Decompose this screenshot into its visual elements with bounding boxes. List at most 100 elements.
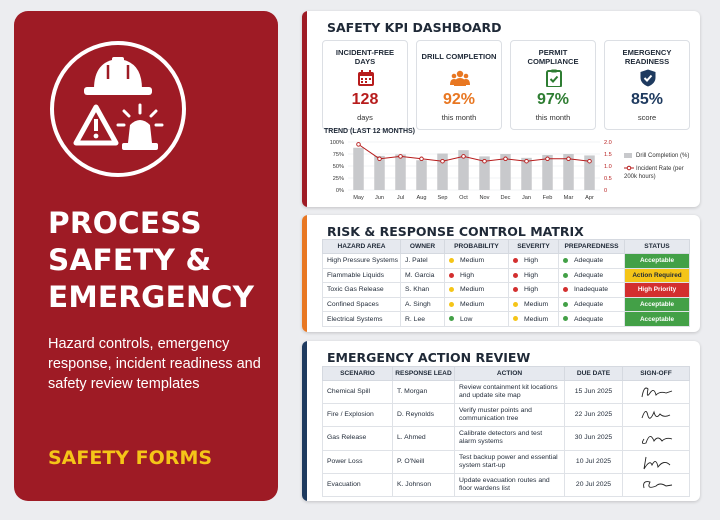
prob-cell: High xyxy=(444,267,509,284)
risk-matrix-table: HAZARD AREA OWNER PROBABILITY SEVERITY P… xyxy=(322,239,690,327)
cell-text: Medium xyxy=(524,301,549,309)
cell-text: Adequate xyxy=(574,271,604,279)
cell-text: Electrical Systems xyxy=(327,315,383,323)
kpi-dashboard-title: SAFETY KPI DASHBOARD xyxy=(327,20,502,35)
cell-text: R. Lee xyxy=(405,315,426,323)
y-tick-label-right: 0 xyxy=(604,188,607,194)
table-row: Power Loss P. O'Neill Test backup power an… xyxy=(322,449,690,474)
main-title: PROCESS SAFETY & EMERGENCY xyxy=(48,205,276,316)
due-date-cell: 15 Jun 2025 xyxy=(564,379,623,405)
signature xyxy=(641,410,671,419)
legend-bars-label: Drill Completion (%) xyxy=(636,153,690,159)
cell-text: Adequate xyxy=(574,315,604,323)
scenario-cell: Evacuation xyxy=(322,472,393,497)
legend-bar-swatch xyxy=(624,152,632,158)
owner-cell: S. Khan xyxy=(400,282,445,298)
signature-cell[interactable] xyxy=(622,472,690,497)
hazard-area-cell: Electrical Systems xyxy=(322,311,401,327)
bar xyxy=(353,147,364,190)
sev-cell: High xyxy=(508,253,559,269)
hazard-area-cell: Confined Spaces xyxy=(322,296,401,313)
cell-text: High xyxy=(524,271,538,279)
line-point xyxy=(524,158,529,164)
incident-rate-line xyxy=(358,143,590,162)
prob-cell: Medium xyxy=(444,296,509,313)
bar xyxy=(521,157,532,190)
bar xyxy=(479,156,490,190)
sev-cell: High xyxy=(508,267,559,284)
signature-cell[interactable] xyxy=(622,403,690,428)
cell-text: High Priority xyxy=(637,286,677,294)
sev-cell: High xyxy=(508,282,559,298)
line-point xyxy=(503,156,508,162)
legend-bars: Drill Completion (%) xyxy=(624,152,689,160)
prep-cell: Adequate xyxy=(558,311,625,327)
column-header: OWNER xyxy=(400,239,445,254)
table-row: Evacuation K. Johnson Update evacuation ro… xyxy=(322,472,690,497)
table-row: Fire / Explosion D. Reynolds Verify muster… xyxy=(322,403,690,428)
kpi-tile-permit-compliance: PERMIT COMPLIANCE 97% this month xyxy=(510,40,596,130)
signature-cell[interactable] xyxy=(622,449,690,474)
sev-cell: Medium xyxy=(508,311,559,327)
level-dot xyxy=(449,287,454,293)
trend-label: TREND (LAST 12 MONTHS) xyxy=(324,128,415,135)
line-point xyxy=(398,154,403,159)
cell-text: High xyxy=(524,286,538,294)
table-row: Electrical Systems R. Lee Low Medium Adequat… xyxy=(322,311,690,327)
warning-triangle-icon xyxy=(73,104,119,146)
scenario-cell: Power Loss xyxy=(322,449,393,474)
bar xyxy=(416,160,427,190)
cell-text: A. Singh xyxy=(405,301,431,309)
hard-hat-icon xyxy=(84,57,152,95)
x-tick-label: Sep xyxy=(438,195,448,201)
bar xyxy=(563,154,574,190)
action-cell: Calibrate detectors and test alarm syste… xyxy=(454,426,565,451)
x-tick-label: Aug xyxy=(417,195,427,201)
table-row: Confined Spaces A. Singh Medium Medium Adequ… xyxy=(322,296,690,313)
response-lead-cell: T. Morgan xyxy=(392,379,455,405)
line-point xyxy=(419,156,424,162)
bar xyxy=(584,155,595,190)
response-lead-cell: P. O'Neill xyxy=(392,449,455,474)
kpi-unit: this month xyxy=(535,113,571,122)
kpi-value: 128 xyxy=(351,91,379,108)
cell-text: Medium xyxy=(460,257,485,265)
clipboard-check-icon xyxy=(546,69,562,87)
cell-text: Acceptable xyxy=(639,257,675,265)
column-header: RESPONSE LEAD xyxy=(392,366,455,381)
kpi-tile-incident-free-days: INCIDENT-FREE DAYS 128 days xyxy=(322,40,408,130)
accent-bar xyxy=(302,341,307,501)
x-tick-label: Jun xyxy=(375,195,384,201)
beacon-siren-icon xyxy=(116,103,164,150)
cell-text: Adequate xyxy=(574,301,604,309)
signature-cell[interactable] xyxy=(622,379,690,405)
title-line: PROCESS xyxy=(48,206,202,240)
kpi-unit: days xyxy=(357,113,373,122)
signature-cell[interactable] xyxy=(622,426,690,451)
cell-text: J. Patel xyxy=(405,257,428,265)
level-dot xyxy=(449,316,454,322)
level-dot xyxy=(563,258,568,263)
table-row: Gas Release L. Ahmed Calibrate detectors a… xyxy=(322,426,690,451)
trend-chart: 0% 25% 50% 75% 100% 0 0.5 1.0 1.5 2.0 May Jun Jul Aug… xyxy=(330,140,612,201)
line-point xyxy=(566,156,571,162)
kpi-value: 85% xyxy=(630,91,664,108)
line-point xyxy=(440,158,445,164)
kpi-tile-emergency-readiness: EMERGENCY READINESS 85% score xyxy=(604,40,690,130)
level-dot xyxy=(513,316,518,322)
y-tick-label-left: 0% xyxy=(336,188,344,194)
level-dot xyxy=(513,287,518,293)
y-tick-label-right: 2.0 xyxy=(604,140,612,146)
subtitle: Hazard controls, emergency response, inc… xyxy=(48,336,261,392)
response-lead-cell: D. Reynolds xyxy=(392,403,455,428)
column-header: PROBABILITY xyxy=(444,239,509,254)
bar xyxy=(458,150,469,190)
prep-cell: Inadequate xyxy=(558,282,625,298)
level-dot xyxy=(513,272,518,278)
kpi-value: 92% xyxy=(442,91,476,108)
cell-text: Toxic Gas Release xyxy=(327,286,384,294)
sev-cell: Medium xyxy=(508,296,559,313)
prob-cell: Low xyxy=(444,311,509,327)
signature xyxy=(643,481,673,488)
kpi-tile-drill-completion: DRILL COMPLETION 92% this month xyxy=(416,40,502,130)
